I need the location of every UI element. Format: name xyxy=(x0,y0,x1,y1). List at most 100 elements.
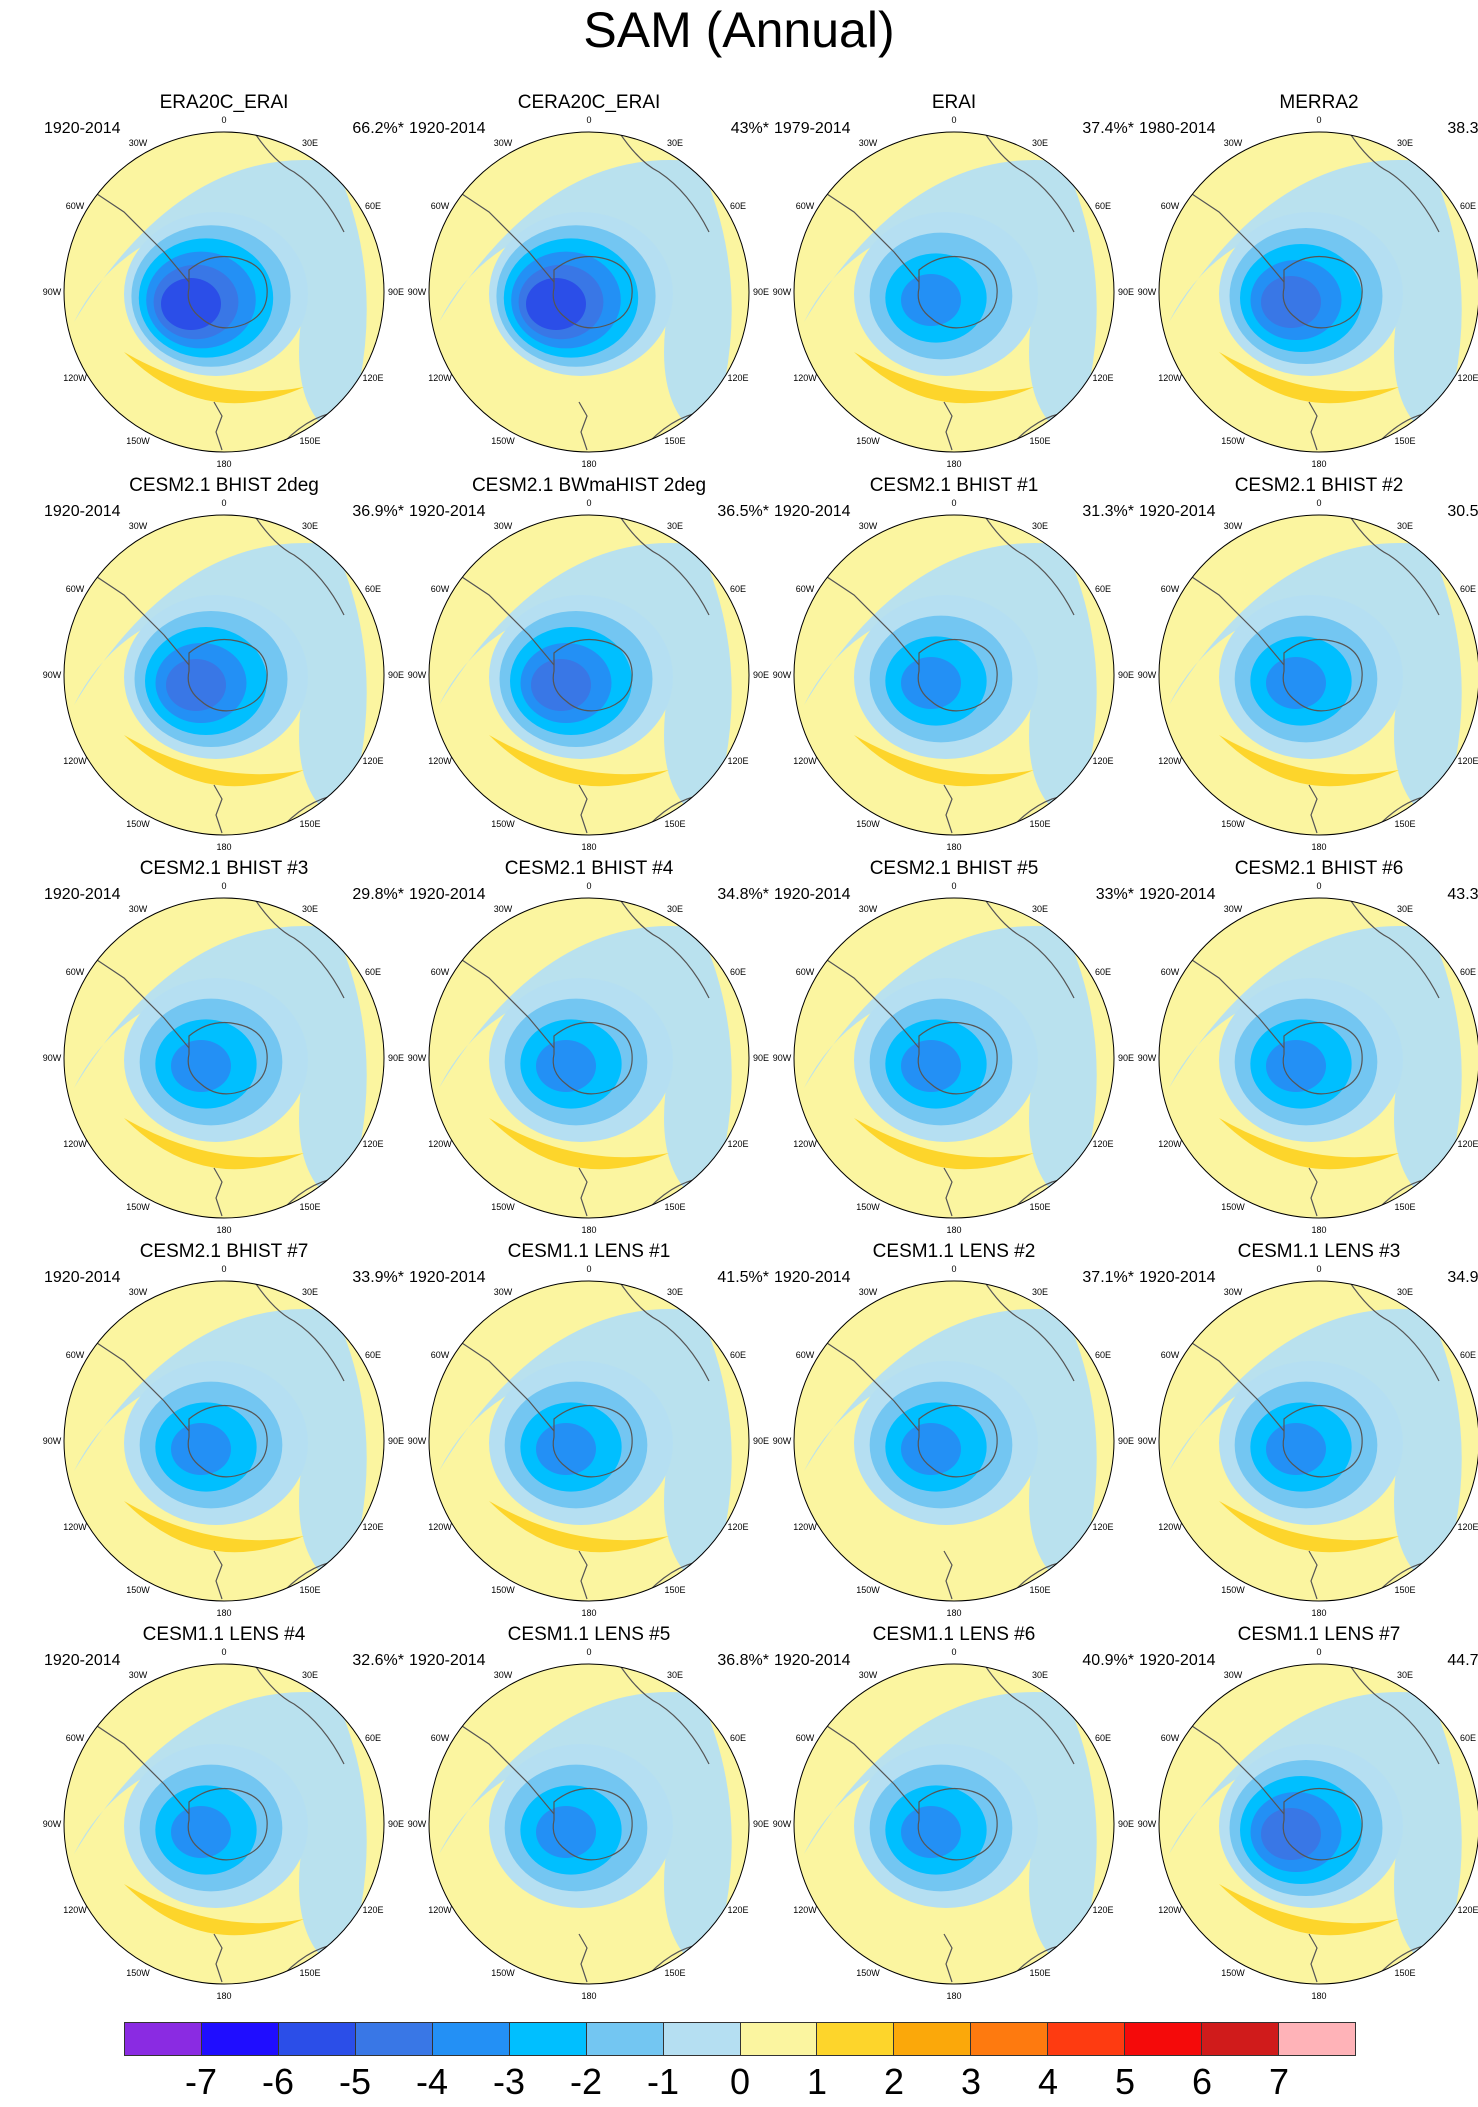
longitude-label: 60W xyxy=(796,584,815,594)
map-panel: CESM2.1 BHIST #5 1920-2014 33%* 0 30E 60E 90E 1… xyxy=(770,858,1138,1238)
longitude-label: 30W xyxy=(494,138,513,148)
panel-period: 1980-2014 xyxy=(1139,120,1216,137)
panel-variance: 43.3%* xyxy=(1447,886,1478,903)
panel-variance: 38.3%* xyxy=(1447,120,1478,137)
longitude-label: 150E xyxy=(299,1968,320,1978)
longitude-label: 60E xyxy=(1460,201,1476,211)
longitude-label: 150E xyxy=(299,436,320,446)
longitude-label: 60E xyxy=(1095,1350,1111,1360)
contour-level xyxy=(161,278,221,330)
panel-period: 1920-2014 xyxy=(44,886,121,903)
panel-title: CESM1.1 LENS #5 xyxy=(507,1624,671,1645)
longitude-label: 150E xyxy=(299,819,320,829)
field-positive-lobe xyxy=(489,735,669,787)
panel-period: 1920-2014 xyxy=(409,503,486,520)
longitude-label: 90W xyxy=(43,1819,62,1829)
longitude-label: 90E xyxy=(388,1819,404,1829)
longitude-label: 0 xyxy=(221,1264,226,1274)
panel-period: 1920-2014 xyxy=(774,503,851,520)
colorbar-box xyxy=(1047,2022,1125,2056)
panel-title: CESM2.1 BHIST #2 xyxy=(1234,475,1404,496)
contour-level xyxy=(1266,1040,1326,1092)
longitude-label: 150E xyxy=(299,1585,320,1595)
longitude-label: 120W xyxy=(428,1905,452,1915)
panel-variance: 41.5%* xyxy=(717,1269,769,1286)
field-positive-lobe xyxy=(1219,1884,1399,1936)
field-weak-negative-band xyxy=(804,926,1097,1208)
panel-title: CESM1.1 LENS #2 xyxy=(872,1241,1036,1262)
field-weak-negative-band xyxy=(804,160,1097,442)
panel-period: 1920-2014 xyxy=(1139,1269,1216,1286)
longitude-label: 30E xyxy=(302,1670,318,1680)
panel-variance: 44.7%* xyxy=(1447,1652,1478,1669)
longitude-label: 150W xyxy=(491,1585,515,1595)
field-weak-negative-band xyxy=(74,543,367,825)
longitude-label: 0 xyxy=(1316,498,1321,508)
field-weak-negative-band xyxy=(804,1309,1097,1591)
longitude-label: 150E xyxy=(1394,1202,1415,1212)
panel-variance: 33%* xyxy=(1095,886,1134,903)
longitude-label: 60W xyxy=(1161,584,1180,594)
longitude-label: 180 xyxy=(216,1608,231,1618)
contour-level xyxy=(171,1040,231,1092)
longitude-label: 180 xyxy=(1311,842,1326,852)
longitude-label: 150E xyxy=(1029,1968,1050,1978)
map-panel: CESM1.1 LENS #6 1920-2014 40.9%* 0 30E 60E 90E… xyxy=(770,1624,1138,2004)
longitude-label: 90W xyxy=(43,670,62,680)
colorbar-boxes xyxy=(124,2022,1356,2056)
panel-title: CESM2.1 BWmaHIST 2deg xyxy=(471,475,707,496)
panel-variance: 36.9%* xyxy=(352,503,404,520)
longitude-label: 120E xyxy=(727,1522,748,1532)
map-panel: CESM1.1 LENS #5 1920-2014 36.8%* 0 30E 60E 90E… xyxy=(405,1624,773,2004)
map-panel: ERAI 1979-2014 37.4%* 0 30E 60E 90E 120E 150E 180… xyxy=(770,92,1138,472)
longitude-label: 150E xyxy=(299,1202,320,1212)
colorbar-tick-label: -2 xyxy=(569,2061,602,2102)
longitude-label: 150W xyxy=(856,819,880,829)
panel-period: 1920-2014 xyxy=(1139,503,1216,520)
colorbar-box xyxy=(893,2022,971,2056)
field-weak-negative-band xyxy=(439,160,732,442)
longitude-label: 30E xyxy=(1032,904,1048,914)
longitude-label: 120E xyxy=(727,373,748,383)
contour-level xyxy=(536,1806,596,1858)
panel-title: CESM1.1 LENS #1 xyxy=(507,1241,671,1262)
longitude-label: 60E xyxy=(1460,584,1476,594)
map-panel: CESM1.1 LENS #4 1920-2014 32.6%* 0 30E 60E 90E… xyxy=(40,1624,408,2004)
longitude-label: 120E xyxy=(727,1139,748,1149)
longitude-label: 150W xyxy=(491,436,515,446)
longitude-label: 120E xyxy=(1092,373,1113,383)
longitude-label: 30E xyxy=(302,904,318,914)
longitude-label: 0 xyxy=(951,498,956,508)
longitude-label: 150E xyxy=(1394,436,1415,446)
longitude-label: 60E xyxy=(1460,1733,1476,1743)
longitude-label: 180 xyxy=(216,459,231,469)
field-weak-negative-band xyxy=(439,1692,732,1974)
longitude-label: 0 xyxy=(221,115,226,125)
longitude-label: 180 xyxy=(946,842,961,852)
longitude-label: 60E xyxy=(365,967,381,977)
longitude-label: 180 xyxy=(1311,1608,1326,1618)
longitude-label: 30E xyxy=(667,521,683,531)
longitude-label: 30W xyxy=(859,904,878,914)
longitude-label: 60E xyxy=(730,1733,746,1743)
longitude-label: 120E xyxy=(1457,1139,1478,1149)
map-border xyxy=(793,131,1115,453)
contour-level xyxy=(901,1423,961,1475)
longitude-label: 0 xyxy=(1316,881,1321,891)
longitude-label: 120W xyxy=(1158,756,1182,766)
field-positive-lobe xyxy=(124,352,304,404)
longitude-label: 90E xyxy=(1118,1436,1134,1446)
longitude-label: 120W xyxy=(793,1905,817,1915)
longitude-label: 120W xyxy=(428,373,452,383)
panel-variance: 30.5%* xyxy=(1447,503,1478,520)
panel-variance: 37.4%* xyxy=(1082,120,1134,137)
longitude-label: 30W xyxy=(494,1287,513,1297)
panel-variance: 40.9%* xyxy=(1082,1652,1134,1669)
colorbar-tick-label: -7 xyxy=(184,2061,217,2102)
map-panel: CESM2.1 BHIST #2 1920-2014 30.5%* 0 30E 60E 90… xyxy=(1135,475,1478,855)
panel-title: CESM2.1 BHIST #4 xyxy=(504,858,674,879)
